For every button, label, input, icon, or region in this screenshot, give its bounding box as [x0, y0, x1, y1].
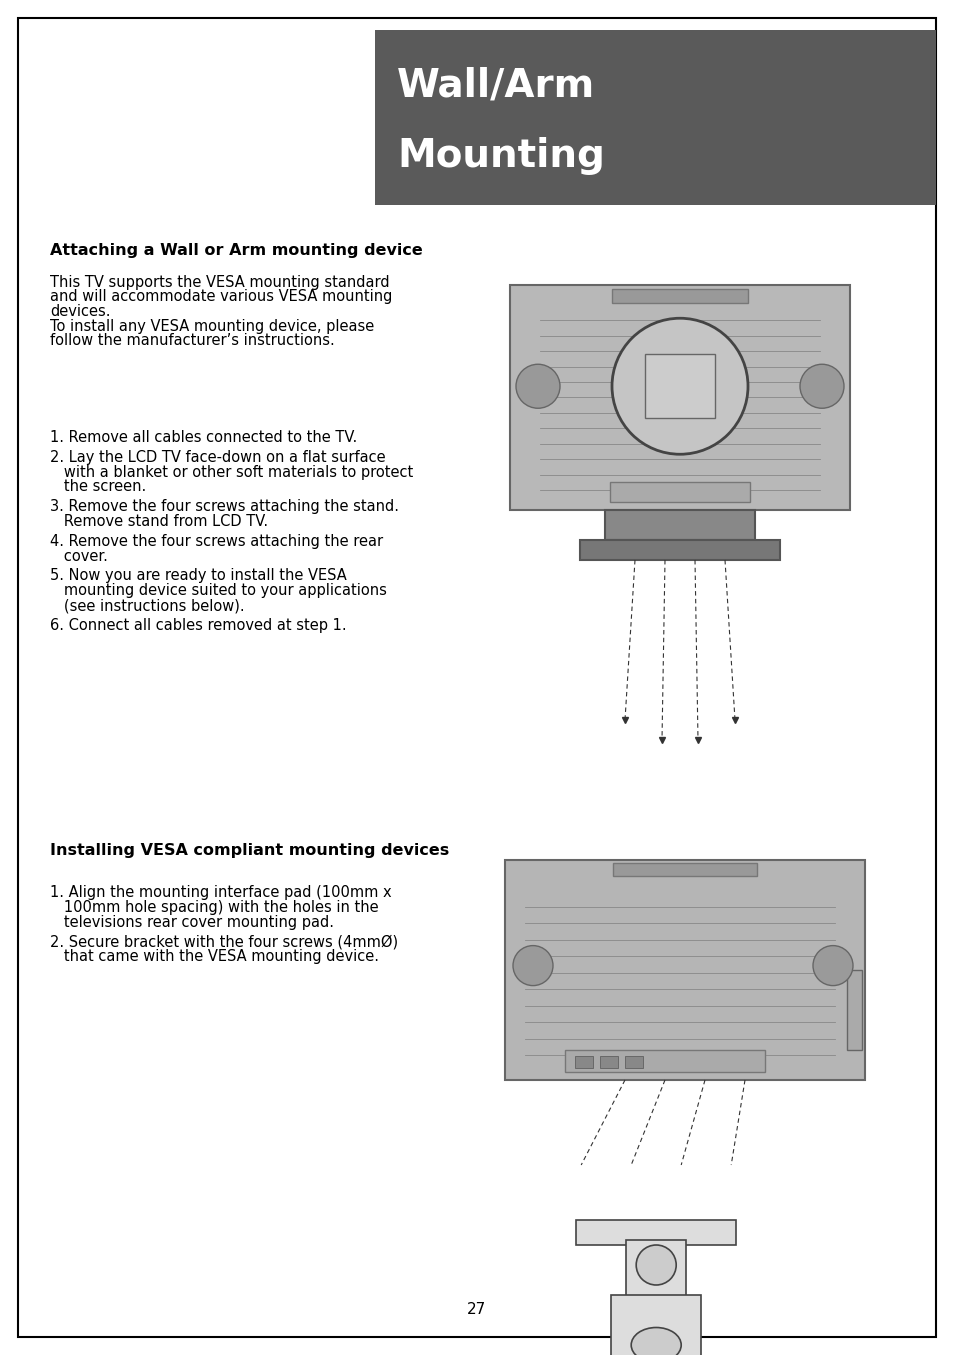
- Bar: [613, 863, 757, 875]
- Circle shape: [800, 364, 843, 408]
- Text: This TV supports the VESA mounting standard: This TV supports the VESA mounting stand…: [50, 275, 389, 290]
- Circle shape: [516, 364, 559, 408]
- Bar: [510, 285, 849, 509]
- Text: televisions rear cover mounting pad.: televisions rear cover mounting pad.: [50, 915, 334, 930]
- Text: and will accommodate various VESA mounting: and will accommodate various VESA mounti…: [50, 290, 392, 305]
- Circle shape: [636, 1245, 676, 1285]
- Text: the screen.: the screen.: [50, 480, 146, 495]
- Circle shape: [513, 946, 553, 985]
- Text: 5. Now you are ready to install the VESA: 5. Now you are ready to install the VESA: [50, 568, 346, 584]
- Text: 1. Align the mounting interface pad (100mm x: 1. Align the mounting interface pad (100…: [50, 885, 392, 900]
- Circle shape: [612, 318, 747, 454]
- Text: 100mm hole spacing) with the holes in the: 100mm hole spacing) with the holes in th…: [50, 900, 378, 915]
- Text: with a blanket or other soft materials to protect: with a blanket or other soft materials t…: [50, 465, 413, 480]
- Circle shape: [812, 946, 852, 985]
- Text: Installing VESA compliant mounting devices: Installing VESA compliant mounting devic…: [50, 843, 449, 858]
- Text: Mounting: Mounting: [396, 137, 604, 175]
- Text: that came with the VESA mounting device.: that came with the VESA mounting device.: [50, 950, 378, 965]
- Text: 3. Remove the four screws attaching the stand.: 3. Remove the four screws attaching the …: [50, 499, 398, 514]
- Text: (see instructions below).: (see instructions below).: [50, 598, 244, 612]
- Bar: [611, 1295, 700, 1355]
- Text: 2. Lay the LCD TV face-down on a flat surface: 2. Lay the LCD TV face-down on a flat su…: [50, 450, 385, 465]
- Text: 4. Remove the four screws attaching the rear: 4. Remove the four screws attaching the …: [50, 534, 383, 549]
- Text: Remove stand from LCD TV.: Remove stand from LCD TV.: [50, 514, 268, 528]
- Text: 1. Remove all cables connected to the TV.: 1. Remove all cables connected to the TV…: [50, 430, 356, 444]
- Ellipse shape: [631, 1328, 680, 1355]
- Bar: [612, 289, 747, 304]
- Text: 2. Secure bracket with the four screws (4mmØ): 2. Secure bracket with the four screws (…: [50, 935, 397, 950]
- Bar: [576, 1220, 736, 1245]
- Bar: [564, 1050, 764, 1072]
- Text: cover.: cover.: [50, 549, 108, 564]
- Bar: [599, 1056, 618, 1068]
- Text: To install any VESA mounting device, please: To install any VESA mounting device, ple…: [50, 318, 374, 333]
- Text: follow the manufacturer’s instructions.: follow the manufacturer’s instructions.: [50, 333, 335, 348]
- Bar: [504, 860, 864, 1080]
- Bar: [846, 970, 862, 1050]
- Bar: [375, 30, 935, 205]
- Bar: [579, 541, 780, 560]
- Bar: [604, 509, 754, 541]
- Text: Attaching a Wall or Arm mounting device: Attaching a Wall or Arm mounting device: [50, 243, 422, 257]
- Text: 27: 27: [467, 1302, 486, 1317]
- Bar: [624, 1056, 642, 1068]
- Bar: [575, 1056, 593, 1068]
- Text: Wall/Arm: Wall/Arm: [396, 66, 595, 104]
- Bar: [609, 482, 749, 501]
- Text: 6. Connect all cables removed at step 1.: 6. Connect all cables removed at step 1.: [50, 618, 346, 633]
- Bar: [644, 354, 714, 419]
- Text: devices.: devices.: [50, 304, 111, 318]
- Bar: [625, 1240, 685, 1299]
- Text: mounting device suited to your applications: mounting device suited to your applicati…: [50, 583, 387, 598]
